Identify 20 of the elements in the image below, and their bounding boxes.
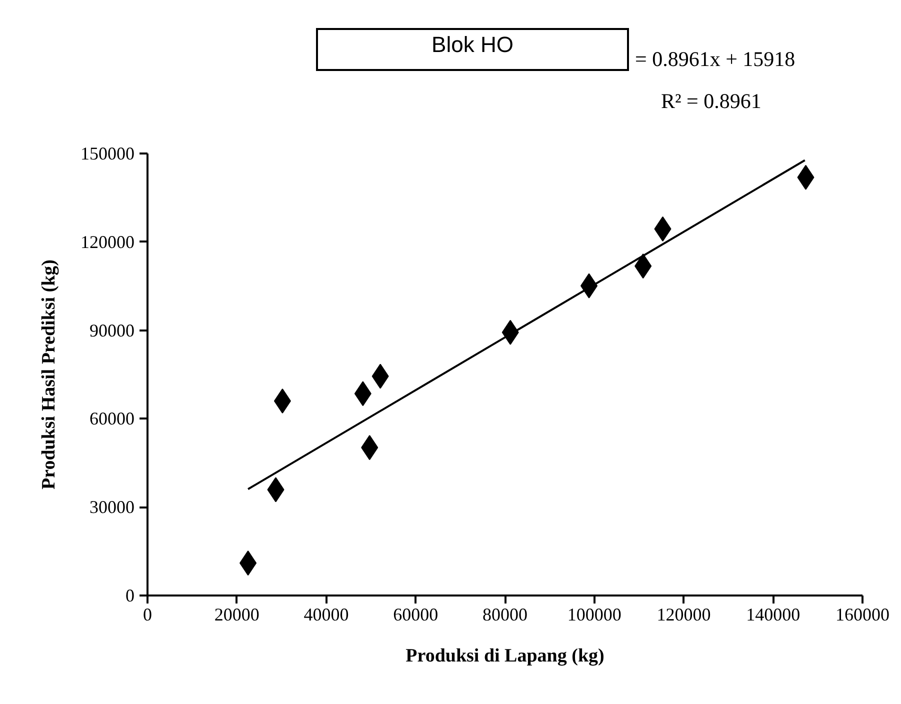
x-tick-label: 40000 (304, 604, 349, 624)
x-tick-label: 0 (143, 604, 152, 624)
y-tick-label: 0 (126, 586, 134, 606)
y-axis-title: Produksi Hasil Prediksi (kg) (38, 259, 60, 490)
y-tick-label: 30000 (90, 497, 134, 518)
y-tick-label: 120000 (80, 232, 134, 252)
x-tick-label: 120000 (656, 604, 711, 624)
x-axis-title: Produksi di Lapang (kg) (406, 646, 604, 666)
x-tick-label: 60000 (393, 604, 438, 624)
x-tick-label: 20000 (214, 604, 260, 624)
text: = 0.8961x + 15918 (635, 46, 796, 73)
x-tick-label: 100000 (567, 604, 622, 624)
text: R² = 0.8961 (661, 88, 762, 115)
chart-title: Blok HO (316, 28, 629, 71)
y-tick-label: 60000 (90, 408, 134, 429)
x-tick-label: 80000 (482, 604, 528, 624)
y-tick-label: 150000 (80, 144, 134, 164)
y-tick-label: 90000 (90, 320, 134, 340)
x-tick-label: 140000 (746, 604, 800, 624)
x-tick-label: 160000 (836, 604, 890, 624)
